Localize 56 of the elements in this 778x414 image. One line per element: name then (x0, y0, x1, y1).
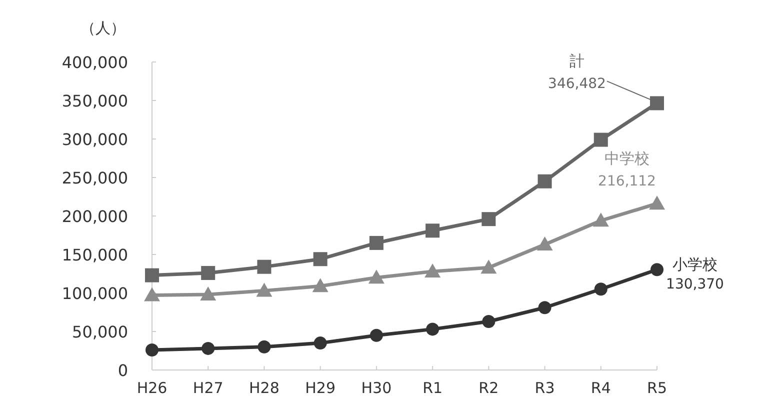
y-tick-label: 200,000 (62, 207, 128, 226)
point (144, 287, 160, 302)
point (202, 342, 215, 355)
y-tick-label: 150,000 (62, 246, 128, 264)
y-tick-label: 300,000 (62, 130, 128, 149)
point (594, 282, 608, 296)
point (200, 286, 216, 301)
point (426, 322, 440, 336)
point (258, 340, 271, 354)
point (424, 263, 441, 278)
point (650, 96, 664, 110)
point (592, 212, 609, 227)
y-tick-label: 100,000 (62, 284, 128, 303)
point (538, 301, 552, 314)
y-tick-label: 400,000 (62, 53, 128, 72)
x-tick-label: R1 (422, 379, 443, 397)
point (368, 270, 384, 284)
x-tick-label: H30 (361, 379, 392, 397)
point (482, 212, 496, 226)
data-label: 346,482 (548, 76, 606, 92)
point (538, 174, 552, 188)
y-tick-label: 0 (118, 361, 128, 380)
x-tick-label: H28 (249, 379, 280, 397)
series-label: 小学校 (672, 256, 718, 274)
point (314, 336, 327, 350)
x-tick-label: R4 (590, 379, 611, 397)
x-tick-label: H29 (305, 379, 336, 397)
point (650, 263, 664, 276)
series-label: 中学校 (604, 150, 650, 168)
y-tick-label: 250,000 (62, 168, 128, 188)
point (312, 278, 328, 292)
point (426, 224, 440, 238)
x-tick-label: H27 (192, 379, 224, 397)
y-tick-label: 50,000 (72, 322, 128, 342)
point (482, 314, 496, 328)
point (369, 236, 384, 250)
point (370, 328, 383, 342)
point (480, 260, 497, 274)
point (201, 266, 216, 280)
y-axis-title: （人） (80, 19, 126, 37)
point (257, 260, 272, 274)
point (594, 132, 608, 147)
point (649, 196, 665, 210)
point (145, 268, 159, 282)
text: 計 (570, 52, 584, 70)
point (313, 252, 328, 266)
x-tick-label: R2 (478, 379, 499, 397)
data-label: 130,370 (666, 276, 724, 293)
y-tick-label: 350,000 (62, 92, 128, 110)
x-tick-label: R3 (534, 379, 555, 397)
x-tick-label: R5 (647, 379, 667, 397)
x-tick-label: H26 (136, 379, 168, 397)
data-label: 216,112 (598, 174, 656, 190)
point (536, 236, 553, 250)
point (146, 343, 158, 356)
point (256, 282, 272, 297)
